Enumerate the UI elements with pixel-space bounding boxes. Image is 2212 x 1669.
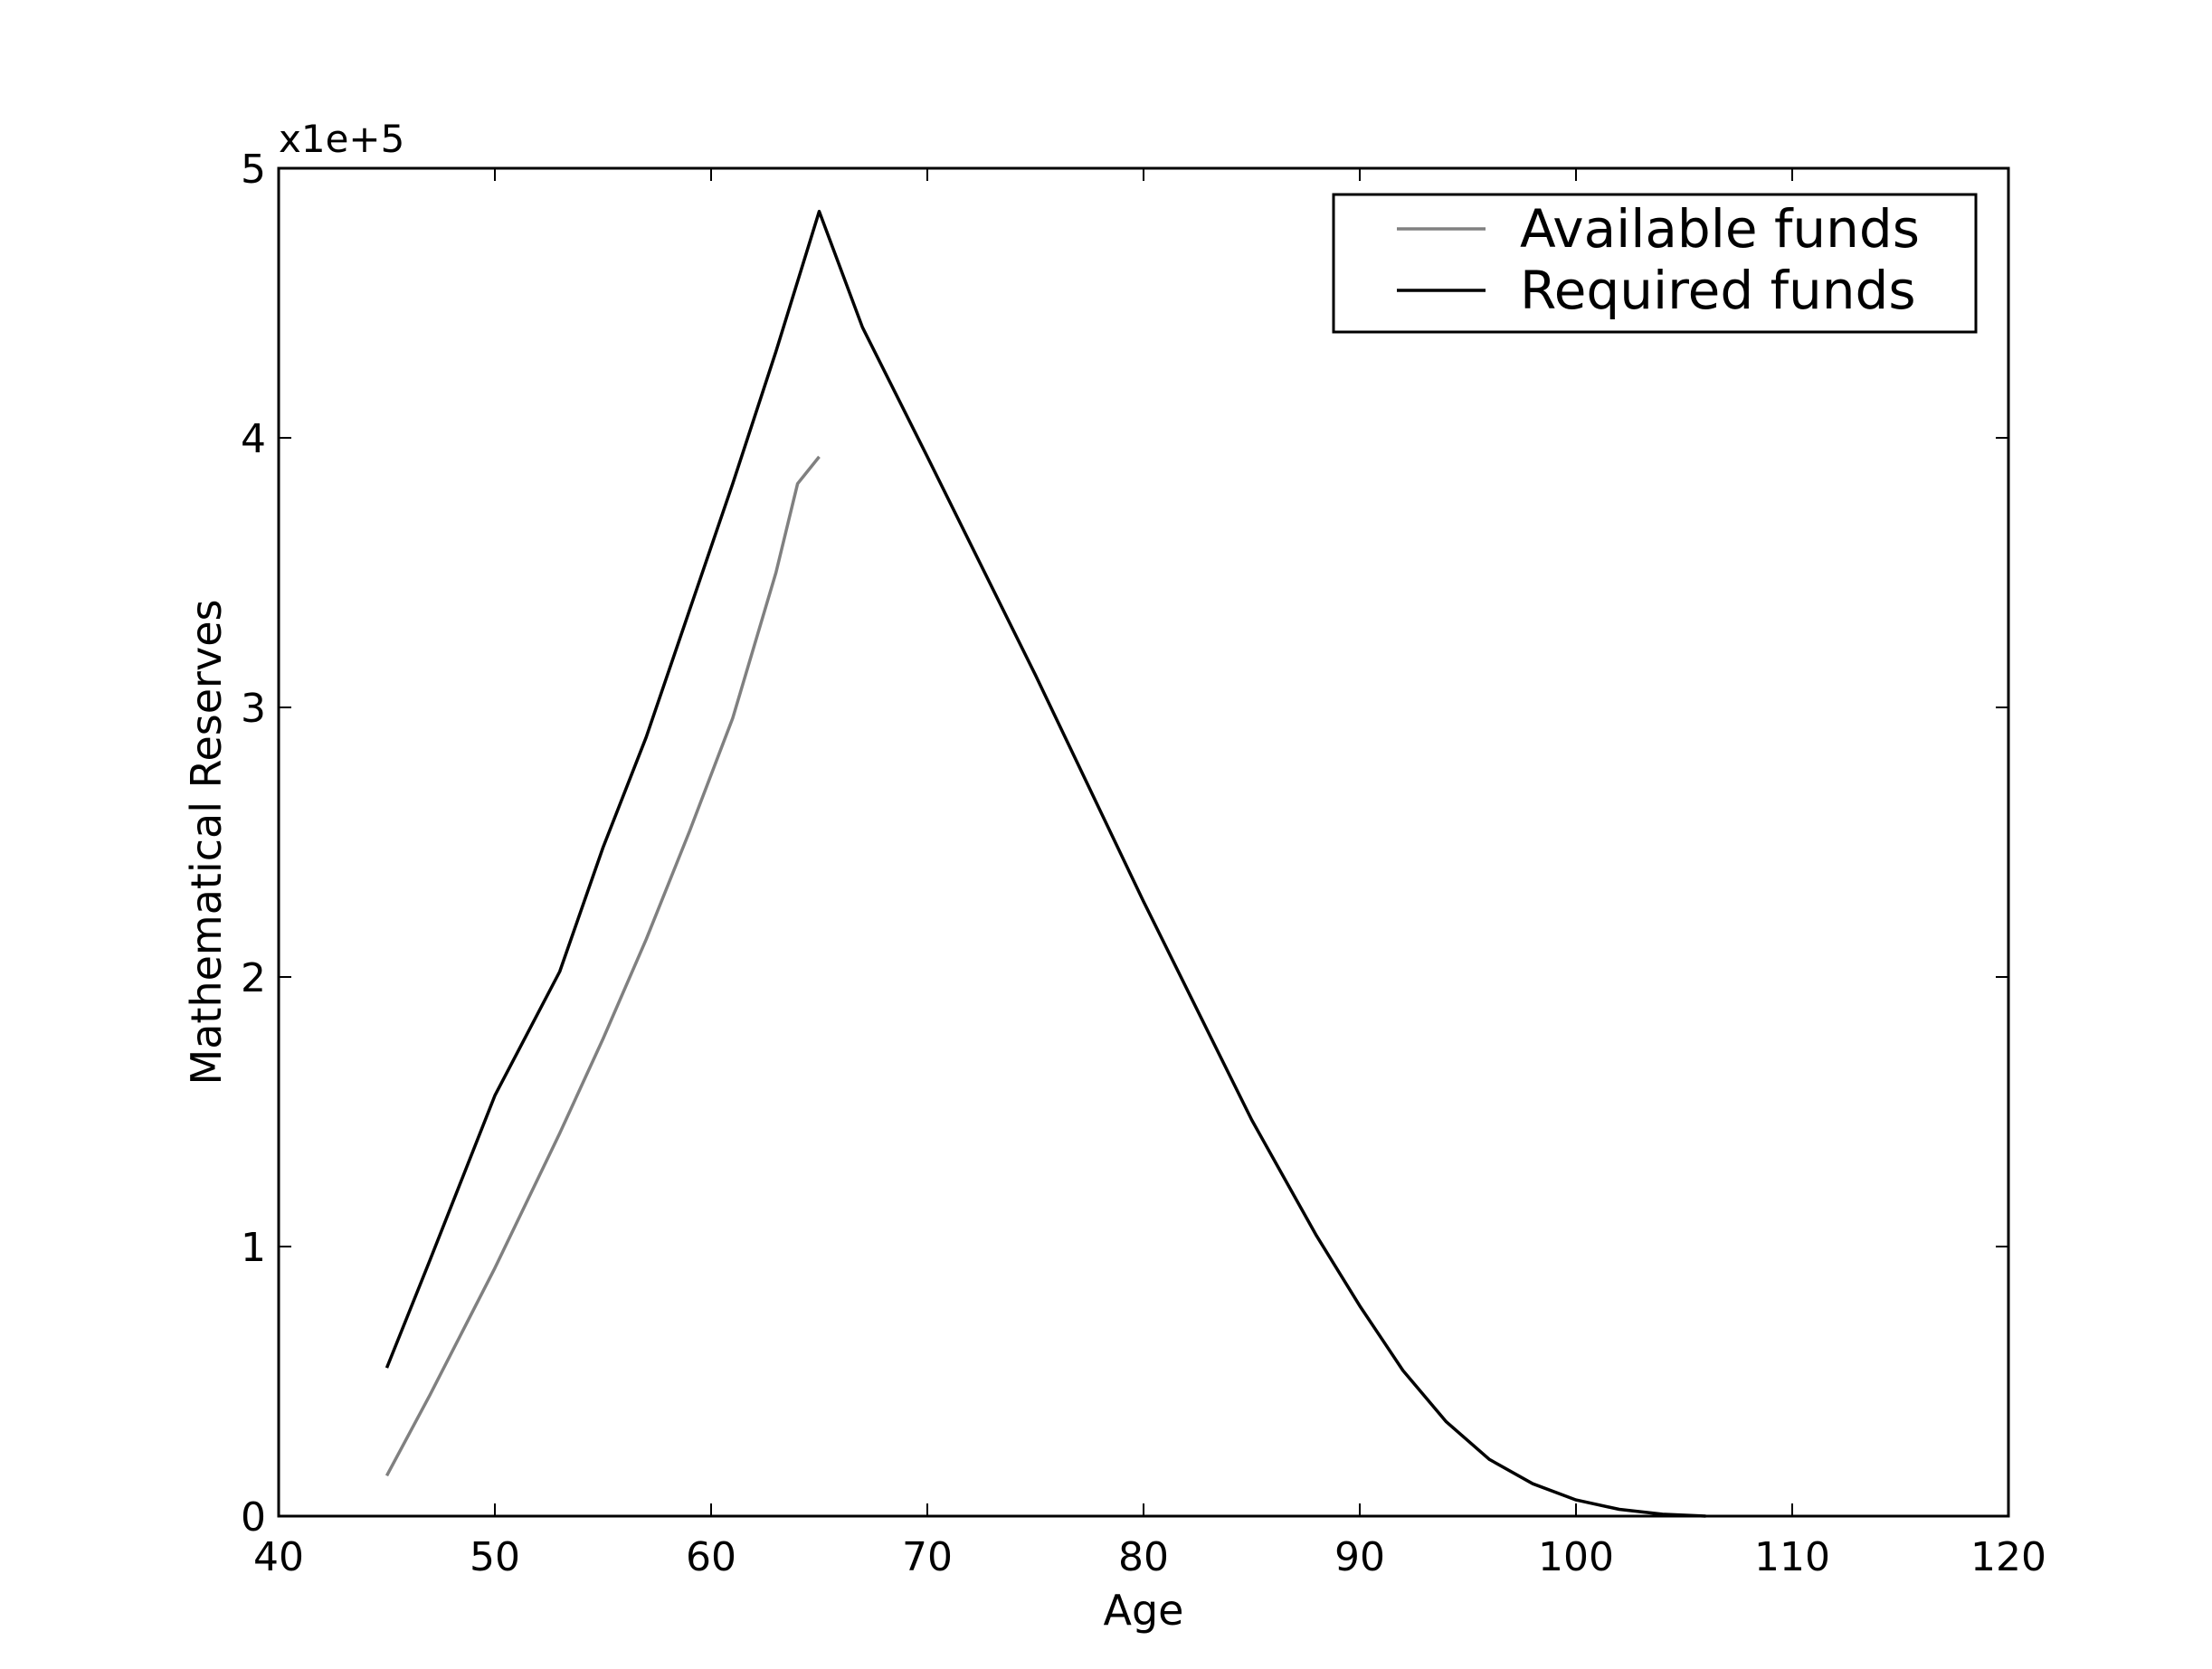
y-axis-offset-label: x1e+5 [279, 117, 404, 161]
x-tick-label: 40 [253, 1534, 304, 1580]
x-tick-label: 90 [1334, 1534, 1385, 1580]
y-tick-label: 4 [241, 416, 266, 462]
x-tick-label: 100 [1538, 1534, 1614, 1580]
x-tick-label: 70 [902, 1534, 953, 1580]
x-tick-label: 120 [1970, 1534, 2046, 1580]
y-tick-label: 2 [241, 955, 266, 1001]
x-tick-label: 110 [1754, 1534, 1830, 1580]
x-tick-label: 80 [1118, 1534, 1169, 1580]
y-tick-label: 0 [241, 1494, 266, 1541]
x-tick-label: 60 [686, 1534, 736, 1580]
x-axis-title: Age [1104, 1586, 1184, 1635]
y-axis-title: Mathematical Reserves [182, 600, 231, 1086]
axis-ticks: 40 50 60 70 80 90 100 110 120 0 1 2 3 4 5 [241, 147, 2046, 1580]
legend-label: Available funds [1520, 198, 1920, 260]
legend-box [1332, 193, 1978, 334]
y-tick-label: 5 [241, 147, 266, 193]
series-line-available-funds [384, 455, 821, 1477]
y-tick-label: 3 [241, 686, 266, 732]
y-tick-label: 1 [241, 1225, 266, 1271]
series-line-required-funds [384, 209, 1706, 1518]
series-lines [384, 209, 1706, 1518]
legend-label: Required funds [1520, 260, 1916, 321]
x-tick-label: 50 [470, 1534, 520, 1580]
